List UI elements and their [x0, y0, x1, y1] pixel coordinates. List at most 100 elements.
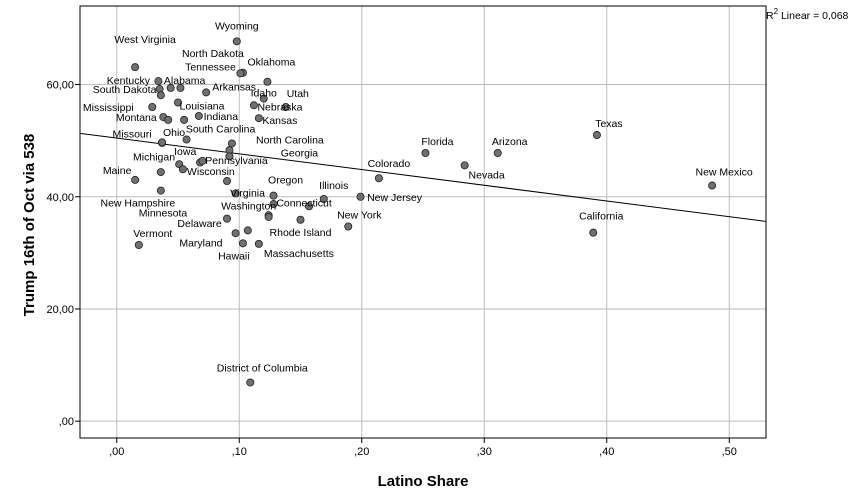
data-point [156, 91, 165, 100]
point-labels: Wyoming West Virginia North DakotaTennesse… [83, 20, 753, 374]
x-tick-label: ,20 [354, 446, 369, 458]
data-point [158, 138, 167, 147]
data-point [131, 175, 140, 184]
point-label: District of Columbia [217, 362, 308, 374]
x-tick-label: ,10 [232, 446, 247, 458]
data-point [344, 222, 353, 231]
point-label: Iowa [174, 146, 196, 158]
point-label: Delaware [177, 218, 222, 230]
data-point [254, 114, 263, 123]
point-label: Washington [221, 200, 276, 212]
data-point [180, 115, 189, 124]
data-point [263, 77, 272, 86]
data-point [231, 229, 240, 238]
point-label: Kansas [262, 115, 297, 127]
data-point [374, 174, 383, 183]
point-label: Oklahoma [247, 57, 295, 69]
y-tick-label: 60,00 [46, 80, 74, 92]
point-label: Alabama [164, 75, 206, 87]
r-squared-value: Linear = 0,068 [778, 10, 849, 22]
data-point [592, 131, 601, 140]
point-label: Colorado [368, 158, 411, 170]
data-point [166, 83, 175, 92]
data-point [134, 241, 143, 250]
r-squared-superscript: 2 [774, 7, 779, 16]
data-point [227, 139, 236, 148]
point-label: Connecticut [276, 197, 332, 209]
data-point [222, 214, 231, 223]
point-label: South Dakota [93, 84, 157, 96]
data-point [319, 194, 328, 203]
data-points [131, 37, 717, 387]
y-tick-label: 40,00 [46, 192, 74, 204]
plot-area [79, 5, 767, 439]
point-label: South Carolina [186, 124, 256, 136]
point-label: West Virginia [114, 34, 176, 46]
point-label: Kentucky [107, 75, 151, 87]
grid-lines [80, 6, 766, 438]
point-label: Ohio [163, 127, 185, 139]
point-label: Utah [287, 88, 309, 100]
regression-line [79, 132, 767, 222]
data-point [259, 94, 268, 103]
x-tick-label: ,00 [109, 446, 124, 458]
data-point [156, 186, 165, 195]
point-label: New York [337, 209, 382, 221]
point-label: Wisconsin [187, 166, 235, 178]
axis-ticks: ,00 ,10 ,20 ,30 ,40 ,50 ,00 20,00 40,00 60,00 [46, 80, 736, 458]
data-point [178, 165, 187, 174]
point-label: Illinois [319, 180, 348, 192]
point-label: Maryland [179, 237, 222, 249]
point-label: Rhode Island [270, 227, 332, 239]
point-label: Florida [421, 136, 453, 148]
point-label: Missouri [113, 128, 152, 140]
point-label: Arizona [492, 136, 528, 148]
data-point [243, 226, 252, 235]
data-point [198, 156, 207, 165]
data-point [254, 239, 263, 248]
point-label: Oregon [268, 175, 303, 187]
y-tick-label: 20,00 [46, 304, 74, 316]
data-point [493, 148, 502, 157]
point-label: Maine [103, 165, 132, 177]
point-label: Arkansas [212, 81, 256, 93]
data-point [269, 200, 278, 209]
data-point [148, 102, 157, 111]
point-label: Louisiana [180, 100, 225, 112]
data-point [222, 177, 231, 186]
point-label: Pennsylvania [205, 155, 268, 167]
point-label: Massachusetts [264, 248, 334, 260]
data-point [182, 135, 191, 144]
y-tick-label: ,00 [59, 416, 74, 428]
data-point [249, 101, 258, 110]
r-squared-label: R2 Linear = 0,068 [766, 7, 849, 22]
data-point [232, 37, 241, 46]
r-squared-prefix: R [766, 10, 774, 22]
data-point [164, 115, 173, 124]
data-point [156, 168, 165, 177]
point-label: Nebraska [257, 101, 302, 113]
data-point [305, 202, 314, 211]
data-point [421, 148, 430, 157]
data-point [194, 111, 203, 120]
data-point [460, 161, 469, 170]
point-label: Wyoming [215, 20, 259, 32]
point-label: Idaho [251, 88, 277, 100]
point-label: North Dakota [182, 48, 244, 60]
point-label: Virginia [230, 187, 265, 199]
point-label: California [579, 211, 624, 223]
point-label: Michigan [133, 152, 175, 164]
point-label: Indiana [204, 111, 239, 123]
point-label: Hawaii [218, 250, 250, 262]
data-point [154, 77, 163, 86]
y-axis-title: Trump 16th of Oct via 538 [21, 134, 38, 317]
data-point [356, 192, 365, 201]
point-label: Mississippi [83, 102, 134, 114]
x-tick-label: ,40 [599, 446, 614, 458]
x-axis-title: Latino Share [378, 473, 469, 490]
data-point [238, 239, 247, 248]
data-point [202, 88, 211, 97]
point-label: New Mexico [696, 167, 753, 179]
data-point [225, 152, 234, 161]
